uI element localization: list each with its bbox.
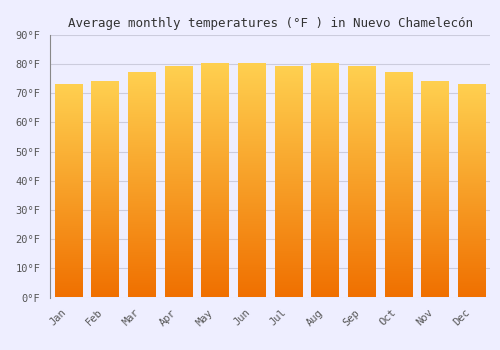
Title: Average monthly temperatures (°F ) in Nuevo Chamelecón: Average monthly temperatures (°F ) in Nu… <box>68 17 472 30</box>
